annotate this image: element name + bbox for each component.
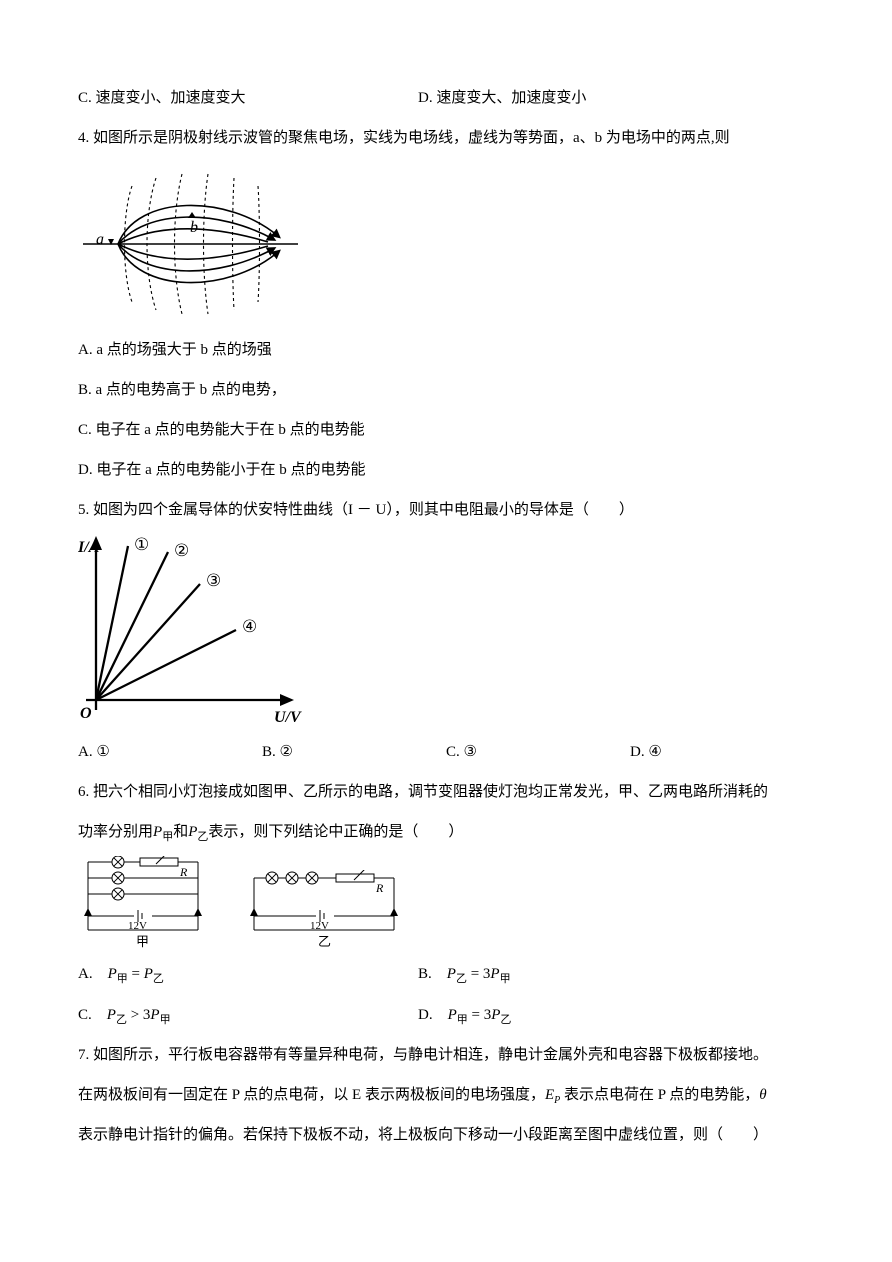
svg-text:①: ① [134, 536, 149, 554]
q6-option-C: C. P乙 > 3P甲 [78, 997, 418, 1033]
q6-option-A: A. P甲 = P乙 [78, 956, 418, 992]
q6-row-AB: A. P甲 = P乙 B. P乙 = 3P甲 [78, 956, 814, 992]
svg-text:b: b [190, 219, 198, 236]
svg-text:a: a [96, 231, 104, 248]
svg-text:12V: 12V [310, 920, 329, 932]
q6-row-CD: C. P乙 > 3P甲 D. P甲 = 3P乙 [78, 997, 814, 1033]
svg-text:甲: 甲 [136, 934, 149, 948]
q3-option-D: D. 速度变大、加速度变小 [418, 80, 814, 116]
q5-option-A: A. ① [78, 734, 262, 770]
q4-option-A: A. a 点的场强大于 b 点的场强 [78, 332, 814, 368]
q3-options-row: C. 速度变小、加速度变大 D. 速度变大、加速度变小 [78, 80, 814, 116]
q7-line3: 表示静电计指针的偏角。若保持下极板不动，将上极板向下移动一小段距离至图中虚线位置… [78, 1117, 814, 1153]
q5-options-row: A. ① B. ② C. ③ D. ④ [78, 734, 814, 770]
q3-option-C: C. 速度变小、加速度变大 [78, 80, 418, 116]
q4-option-C: C. 电子在 a 点的电势能大于在 b 点的电势能 [78, 412, 814, 448]
axis-y-label: I/A [78, 539, 100, 556]
q5-option-D: D. ④ [630, 734, 814, 770]
q4-option-B: B. a 点的电势高于 b 点的电势， [78, 372, 814, 408]
q6-option-B: B. P乙 = 3P甲 [418, 956, 814, 992]
q5-stem: 5. 如图为四个金属导体的伏安特性曲线（I － U），则其中电阻最小的导体是（ … [78, 492, 814, 528]
svg-text:乙: 乙 [318, 934, 331, 948]
q4-option-D: D. 电子在 a 点的电势能小于在 b 点的电势能 [78, 452, 814, 488]
q6-option-D: D. P甲 = 3P乙 [418, 997, 814, 1033]
q7-line2: 在两极板间有一固定在 P 点的点电荷，以 E 表示两极板间的电场强度，EP 表示… [78, 1077, 814, 1113]
axis-x-label: U/V [274, 709, 302, 726]
circuit-jia: R 12V 甲 [78, 856, 208, 948]
axis-origin: O [80, 705, 92, 722]
svg-text:R: R [375, 881, 384, 895]
q5-option-B: B. ② [262, 734, 446, 770]
svg-text:②: ② [174, 541, 189, 560]
svg-text:③: ③ [206, 571, 221, 590]
q6-stem-line2: 功率分别用P甲和P乙表示，则下列结论中正确的是（ ） [78, 814, 814, 850]
q5-chart: I/A U/V O ① ② ③ ④ [78, 536, 814, 726]
q7-line1: 7. 如图所示，平行板电容器带有等量异种电荷，与静电计相连，静电计金属外壳和电容… [78, 1037, 814, 1073]
q6-circuits: R 12V 甲 R 12V 乙 [78, 856, 814, 948]
q6-stem-line1: 6. 把六个相同小灯泡接成如图甲、乙所示的电路，调节变阻器使灯泡均正常发光，甲、… [78, 774, 814, 810]
svg-text:④: ④ [242, 617, 257, 636]
circuit-yi: R 12V 乙 [244, 870, 404, 948]
svg-text:12V: 12V [128, 920, 147, 932]
q4-stem: 4. 如图所示是阴极射线示波管的聚焦电场，实线为电场线，虚线为等势面，a、b 为… [78, 120, 814, 156]
q4-diagram: a b [78, 164, 814, 324]
svg-text:R: R [179, 865, 188, 879]
q5-option-C: C. ③ [446, 734, 630, 770]
